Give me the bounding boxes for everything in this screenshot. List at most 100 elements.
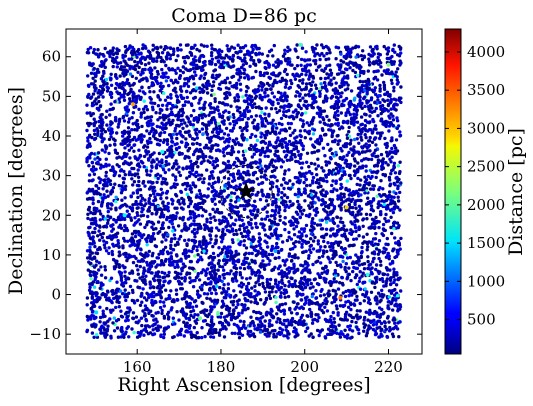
star-point: [126, 325, 130, 329]
star-point: [325, 210, 329, 214]
star-point: [242, 229, 247, 233]
star-point: [366, 300, 371, 305]
star-point: [279, 128, 283, 132]
star-point: [147, 67, 151, 72]
star-point: [379, 263, 383, 267]
star-point: [349, 89, 354, 93]
star-point: [369, 270, 374, 275]
star-point: [184, 323, 188, 327]
star-point: [151, 59, 156, 63]
star-point: [265, 334, 269, 338]
star-point: [294, 49, 298, 53]
star-point: [164, 63, 168, 68]
star-point: [166, 201, 170, 206]
star-point: [171, 316, 175, 320]
star-point: [120, 198, 124, 202]
star-point: [172, 233, 177, 237]
star-point: [221, 237, 225, 241]
star-point: [154, 212, 158, 216]
star-point: [133, 64, 138, 68]
star-point: [138, 238, 142, 243]
star-point: [104, 157, 109, 161]
star-point: [175, 240, 180, 245]
star-point: [251, 75, 256, 80]
star-point: [159, 187, 163, 191]
star-point: [121, 139, 125, 143]
star-point: [374, 92, 378, 97]
star-point: [161, 164, 166, 168]
star-point: [147, 249, 151, 254]
star-point: [133, 59, 137, 64]
star-point: [368, 326, 373, 330]
star-point: [95, 207, 99, 211]
star-point: [218, 264, 222, 269]
star-point: [192, 216, 197, 220]
star-point: [152, 237, 157, 241]
star-point: [257, 270, 262, 274]
star-point: [196, 253, 200, 257]
star-point: [151, 231, 156, 236]
star-point: [196, 272, 200, 276]
star-point: [365, 99, 369, 103]
star-point: [161, 262, 165, 266]
star-point: [389, 139, 393, 143]
star-point: [162, 300, 166, 304]
star-point: [263, 141, 268, 145]
star-point: [283, 295, 287, 299]
star-point: [264, 66, 268, 71]
star-point: [224, 307, 229, 311]
star-point: [359, 54, 364, 58]
star-point: [295, 72, 299, 76]
star-point: [300, 88, 304, 92]
star-point: [92, 285, 97, 289]
star-point: [208, 160, 212, 165]
star-point: [353, 298, 358, 302]
star-point: [270, 91, 274, 95]
star-point: [131, 290, 135, 295]
star-point: [139, 199, 143, 203]
star-point: [254, 51, 258, 56]
star-point: [188, 91, 193, 95]
star-point: [324, 204, 328, 209]
star-point: [203, 71, 208, 76]
star-point: [395, 221, 400, 225]
star-point: [129, 207, 134, 211]
star-point: [237, 198, 241, 202]
star-point: [238, 204, 243, 208]
star-point: [376, 114, 380, 118]
star-point: [212, 215, 216, 219]
star-point: [395, 119, 400, 123]
star-point: [202, 223, 207, 227]
star-point: [359, 115, 364, 119]
star-point: [98, 180, 102, 185]
star-point: [257, 46, 261, 51]
star-point: [121, 181, 126, 185]
star-point: [92, 304, 97, 308]
star-point: [236, 43, 240, 47]
star-point: [237, 311, 241, 316]
star-point: [274, 166, 278, 170]
star-point: [123, 44, 128, 49]
star-point: [330, 183, 334, 188]
star-point: [359, 212, 363, 216]
star-point: [136, 268, 140, 272]
star-point: [349, 120, 354, 124]
star-point: [397, 335, 401, 339]
star-point: [393, 321, 397, 325]
star-point: [220, 250, 224, 255]
star-point: [188, 212, 193, 216]
star-point: [267, 293, 271, 298]
star-point: [226, 133, 231, 137]
star-point: [352, 98, 356, 102]
star-point: [145, 139, 150, 143]
star-point: [233, 331, 237, 335]
star-point: [263, 217, 268, 221]
star-point: [232, 123, 237, 127]
star-point: [385, 277, 389, 281]
star-point: [193, 43, 197, 47]
star-point: [226, 282, 230, 286]
star-point: [141, 43, 145, 47]
star-point: [178, 330, 182, 334]
star-point: [126, 126, 131, 130]
star-point: [92, 47, 97, 52]
